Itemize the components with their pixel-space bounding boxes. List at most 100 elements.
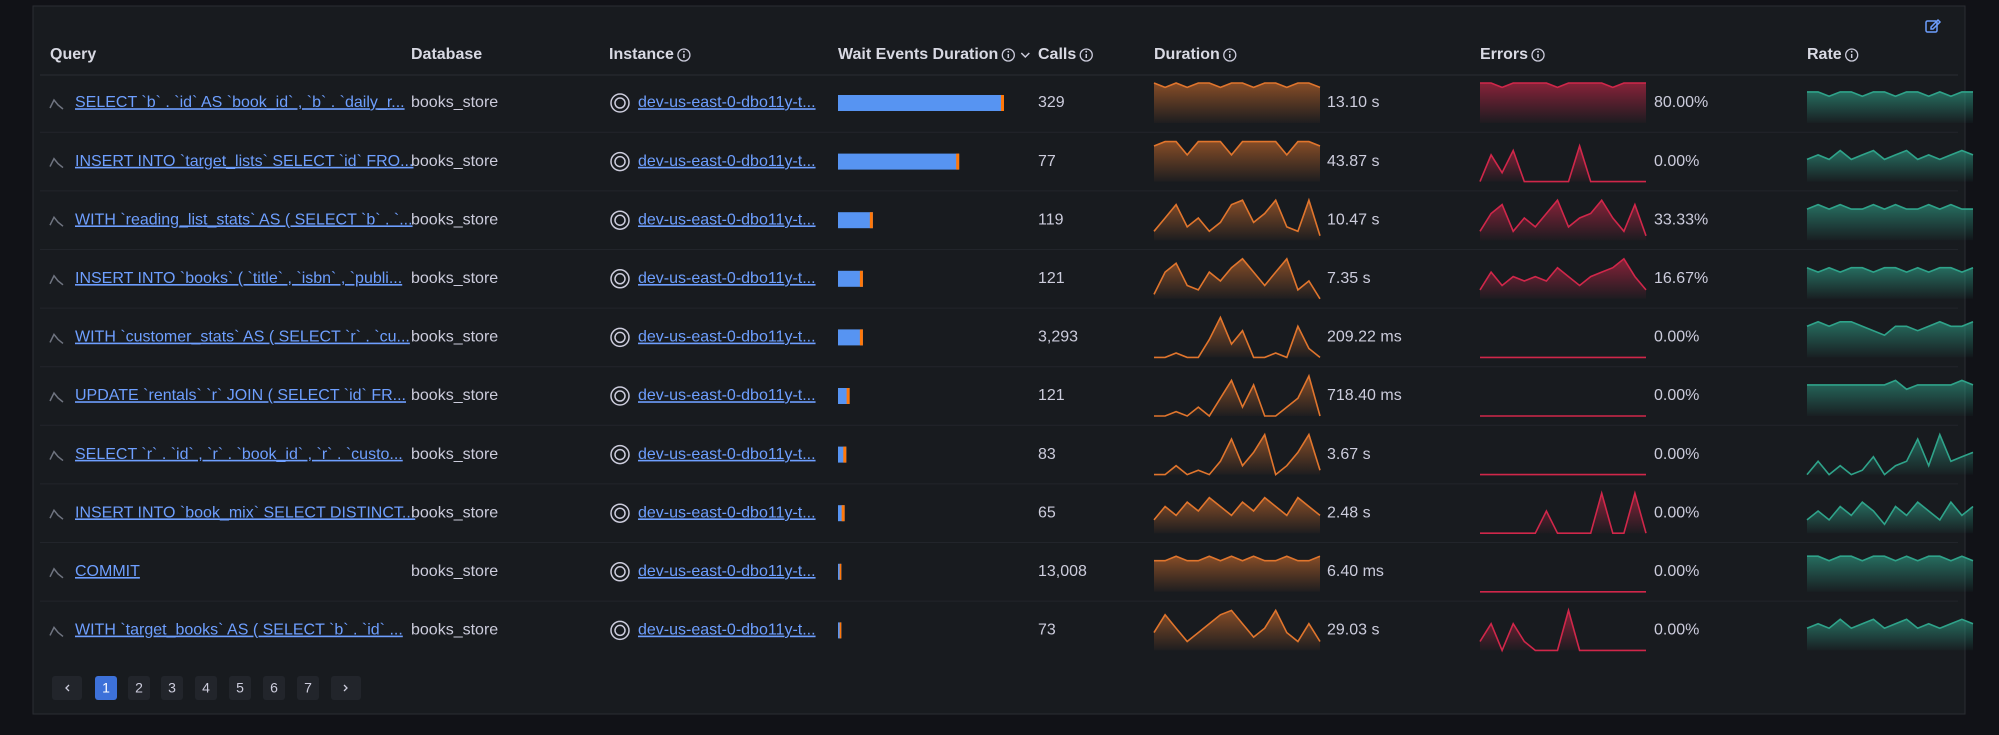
info-icon — [1531, 48, 1545, 62]
rate-sparkline-area — [1807, 380, 1973, 416]
column-header[interactable]: Query — [50, 46, 96, 63]
errors-sparkline — [1480, 490, 1647, 534]
duration-sparkline-area — [1154, 200, 1320, 241]
page-number[interactable]: 1 — [102, 680, 110, 696]
errors-sparkline-area — [1480, 200, 1646, 241]
wait-bar — [838, 388, 850, 404]
info-ring — [1079, 48, 1093, 62]
wait-bar-tip — [859, 329, 863, 346]
page-number[interactable]: 5 — [236, 680, 244, 696]
rate-sparkline — [1807, 91, 1973, 98]
calls: 329 — [1038, 94, 1065, 111]
duration: 13.10 s — [1327, 94, 1379, 111]
page-number[interactable]: 4 — [202, 680, 210, 696]
instance-link[interactable]: dev-us-east-0-dbo11y-t... — [638, 211, 816, 228]
instance-link[interactable]: dev-us-east-0-dbo11y-t... — [638, 622, 816, 639]
column-header[interactable]: Calls — [1038, 46, 1076, 63]
query-link[interactable]: INSERT INTO `books` ( `title` , `isbn` ,… — [75, 270, 402, 287]
duration: 29.03 s — [1327, 622, 1379, 639]
duration-sparkline — [1153, 197, 1321, 237]
info-ring — [677, 48, 691, 62]
query-link[interactable]: WITH `target_books` AS ( SELECT `b` . `i… — [75, 622, 403, 639]
instance-icon-inner — [614, 214, 626, 226]
page-number[interactable]: 2 — [135, 680, 143, 696]
wait-bar-tip — [846, 388, 850, 404]
wait-bar — [838, 329, 863, 346]
instance-link[interactable]: dev-us-east-0-dbo11y-t... — [638, 270, 816, 287]
calls: 77 — [1038, 153, 1056, 170]
duration: 718.40 ms — [1327, 387, 1402, 404]
query-icon — [49, 626, 64, 637]
errors-sparkline — [1479, 198, 1647, 237]
rate-sparkline-area — [1807, 150, 1973, 182]
column-header[interactable]: Wait Events Duration — [838, 46, 998, 63]
info-dot — [1228, 50, 1231, 53]
next-page[interactable] — [331, 676, 361, 700]
query-link[interactable]: WITH `reading_list_stats` AS ( SELECT `b… — [75, 211, 413, 228]
page-number[interactable]: 7 — [304, 680, 312, 696]
instance-link[interactable]: dev-us-east-0-dbo11y-t... — [638, 153, 816, 170]
page-button[interactable] — [263, 676, 285, 700]
instance-link[interactable]: dev-us-east-0-dbo11y-t... — [638, 387, 816, 404]
instance-link[interactable]: dev-us-east-0-dbo11y-t... — [638, 94, 816, 111]
page-button[interactable] — [128, 676, 150, 700]
page-button[interactable] — [161, 676, 183, 700]
instance-link[interactable]: dev-us-east-0-dbo11y-t... — [638, 446, 816, 463]
wait-bar-tip — [859, 270, 863, 287]
duration: 10.47 s — [1327, 211, 1379, 228]
duration: 3.67 s — [1327, 446, 1371, 463]
query-link[interactable]: INSERT INTO `book_mix` SELECT DISTINCT..… — [75, 504, 415, 521]
prev-page[interactable] — [52, 676, 82, 700]
duration-sparkline — [1153, 140, 1321, 157]
page-number[interactable]: 6 — [270, 680, 278, 696]
instance-link[interactable]: dev-us-east-0-dbo11y-t... — [638, 329, 816, 346]
rate-sparkline-area — [1807, 91, 1973, 123]
wait-bar-tip — [956, 153, 960, 170]
rate-sparkline — [1807, 379, 1974, 391]
instance-icon-outer — [610, 444, 630, 465]
errors: 33.33% — [1654, 211, 1708, 228]
info-icon — [1001, 48, 1015, 62]
duration-sparkline — [1153, 496, 1321, 521]
instance-icon-inner — [614, 448, 626, 461]
page-button[interactable] — [229, 676, 251, 700]
query-icon — [49, 508, 64, 520]
column-header[interactable]: Database — [411, 46, 482, 63]
column-header[interactable]: Duration — [1154, 46, 1220, 63]
duration: 43.87 s — [1327, 153, 1379, 170]
calls: 121 — [1038, 270, 1065, 287]
column-header[interactable]: Rate — [1807, 46, 1842, 63]
duration: 6.40 ms — [1327, 563, 1384, 580]
database: books_store — [411, 563, 498, 580]
query-link[interactable]: COMMIT — [75, 563, 140, 580]
column-header[interactable]: Errors — [1480, 46, 1528, 63]
database: books_store — [411, 622, 498, 639]
info-dot — [1007, 50, 1010, 53]
errors-sparkline-area — [1480, 493, 1646, 534]
query-link[interactable]: SELECT `r` . `id` , `r` . `book_id` , `r… — [75, 446, 403, 463]
calls: 83 — [1038, 446, 1056, 463]
query-link[interactable]: INSERT INTO `target_lists` SELECT `id` F… — [75, 153, 413, 170]
instance-link[interactable]: dev-us-east-0-dbo11y-t... — [638, 504, 816, 521]
info-icon — [1845, 48, 1859, 62]
query-link[interactable]: WITH `customer_stats` AS ( SELECT `r` . … — [75, 329, 410, 346]
wait-bar — [838, 153, 960, 170]
page-number[interactable]: 3 — [168, 680, 176, 696]
rate-sparkline-area — [1807, 434, 1973, 475]
column-header[interactable]: Instance — [609, 46, 674, 63]
instance-icon-outer — [610, 151, 630, 172]
query-link[interactable]: SELECT `b` . `id` AS `book_id` , `b` . `… — [75, 94, 405, 111]
wait-bar — [838, 270, 863, 287]
page-button[interactable] — [95, 676, 117, 700]
query-icon — [49, 450, 64, 462]
errors: 0.00% — [1654, 446, 1699, 463]
instance-link[interactable]: dev-us-east-0-dbo11y-t... — [638, 563, 816, 580]
duration-sparkline-area — [1154, 434, 1320, 475]
edit-icon[interactable] — [1925, 18, 1942, 33]
page-button[interactable] — [195, 676, 217, 700]
page-button[interactable] — [297, 676, 319, 700]
rate-sparkline — [1806, 266, 1974, 273]
query-link[interactable]: UPDATE `rentals` `r` JOIN ( SELECT `id` … — [75, 387, 406, 404]
errors: 0.00% — [1654, 329, 1699, 346]
